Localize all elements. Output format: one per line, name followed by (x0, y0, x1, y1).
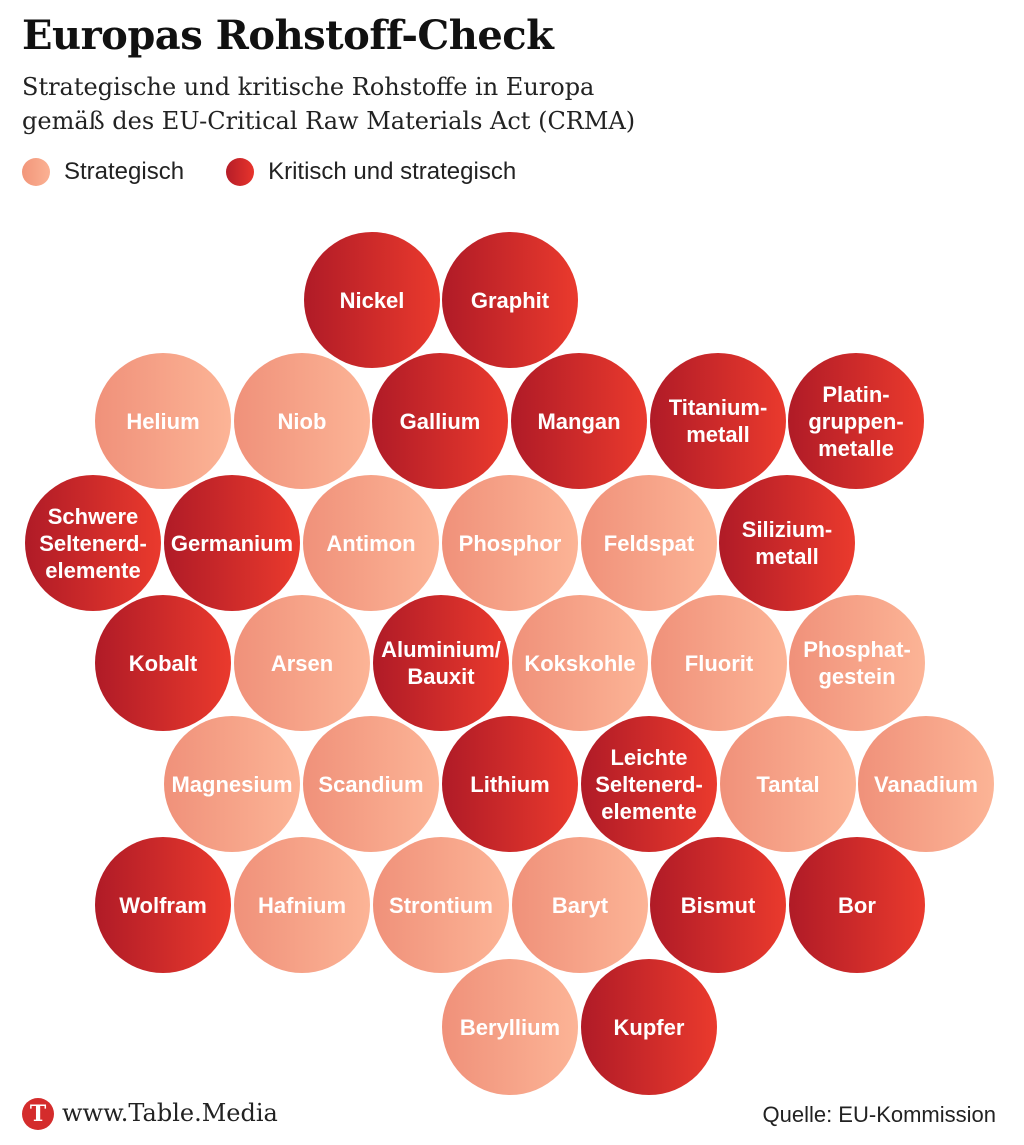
legend-swatch-critical (226, 158, 255, 186)
material-label: Strontium (389, 892, 493, 918)
material-label: Platin- gruppen- metalle (808, 381, 904, 461)
subtitle-line-2: gemäß des EU-Critical Raw Materials Act … (22, 107, 636, 135)
legend-item-strategic: Strategisch (22, 158, 184, 186)
material-label: Vanadium (874, 771, 978, 797)
material-bubble-antimon: Antimon (303, 475, 439, 611)
material-bubble-bismut: Bismut (650, 837, 786, 973)
material-label: Tantal (756, 771, 820, 797)
legend-label-strategic: Strategisch (64, 158, 185, 185)
material-bubble-beryllium: Beryllium (442, 959, 578, 1095)
material-label: Kokskohle (524, 650, 636, 676)
material-bubble-helium: Helium (95, 353, 231, 489)
material-label: Scandium (318, 771, 424, 797)
material-bubble-leichte-seltenerd-elemente: Leichte Seltenerd- elemente (581, 716, 717, 852)
material-bubble-phosphat-gestein: Phosphat- gestein (789, 595, 925, 731)
material-bubble-scandium: Scandium (303, 716, 439, 852)
material-bubble-phosphor: Phosphor (442, 475, 578, 611)
material-label: Kupfer (613, 1014, 685, 1040)
material-label: Beryllium (459, 1014, 561, 1040)
material-bubble-titanium-metall: Titanium- metall (650, 353, 786, 489)
material-label: Phosphor (458, 530, 562, 556)
material-label: Graphit (470, 287, 550, 313)
material-label: Leichte Seltenerd- elemente (595, 744, 703, 824)
legend-label-critical: Kritisch und strategisch (268, 158, 517, 185)
material-label: Magnesium (171, 771, 293, 797)
material-bubble-gallium: Gallium (372, 353, 508, 489)
material-label: Bismut (680, 892, 756, 918)
material-label: Baryt (551, 892, 609, 918)
legend-item-critical: Kritisch und strategisch (226, 158, 516, 186)
subtitle: Strategische und kritische Rohstoffe in … (22, 70, 1002, 138)
material-bubble-hafnium: Hafnium (234, 837, 370, 973)
footer-url: www.Table.Media (62, 1099, 278, 1127)
footer-source: Quelle: EU-Kommission (762, 1102, 996, 1127)
material-label: Lithium (470, 771, 550, 797)
subtitle-line-1: Strategische und kritische Rohstoffe in … (22, 73, 595, 101)
material-bubble-silizium-metall: Silizium- metall (719, 475, 855, 611)
material-label: Bor (838, 892, 876, 918)
material-bubble-tantal: Tantal (720, 716, 856, 852)
material-label: Titanium- metall (668, 395, 768, 447)
material-bubble-niob: Niob (234, 353, 370, 489)
material-bubble-vanadium: Vanadium (858, 716, 994, 852)
material-label: Silizium- metall (741, 517, 833, 569)
material-label: Nickel (339, 287, 405, 313)
material-bubble-graphit: Graphit (442, 232, 578, 368)
material-label: Phosphat- gestein (803, 637, 911, 689)
legend-swatch-strategic (22, 158, 50, 186)
material-bubble-kokskohle: Kokskohle (512, 595, 648, 731)
material-label: Antimon (326, 530, 416, 556)
material-label: Mangan (537, 408, 621, 434)
material-label: Feldspat (603, 530, 695, 556)
material-label: Schwere Seltenerd- elemente (39, 503, 147, 583)
material-bubble-germanium: Germanium (164, 475, 300, 611)
material-label: Gallium (399, 408, 481, 434)
material-label: Wolfram (119, 892, 207, 918)
material-bubble-feldspat: Feldspat (581, 475, 717, 611)
material-bubble-bor: Bor (789, 837, 925, 973)
material-label: Kobalt (128, 650, 198, 676)
page-title: Europas Rohstoff-Check (22, 12, 554, 59)
material-bubble-platin-gruppen-metalle: Platin- gruppen- metalle (788, 353, 924, 489)
material-bubble-kobalt: Kobalt (95, 595, 231, 731)
material-bubble-magnesium: Magnesium (164, 716, 300, 852)
material-label: Niob (277, 408, 327, 434)
material-label: Arsen (270, 650, 334, 676)
material-bubble-mangan: Mangan (511, 353, 647, 489)
material-bubble-baryt: Baryt (512, 837, 648, 973)
legend: Strategisch Kritisch und strategisch (22, 158, 558, 186)
material-bubble-kupfer: Kupfer (581, 959, 717, 1095)
material-bubble-aluminium-bauxit: Aluminium/ Bauxit (373, 595, 509, 731)
material-bubble-nickel: Nickel (304, 232, 440, 368)
material-bubble-strontium: Strontium (373, 837, 509, 973)
material-bubble-fluorit: Fluorit (651, 595, 787, 731)
material-bubble-lithium: Lithium (442, 716, 578, 852)
material-bubble-schwere-seltenerd-elemente: Schwere Seltenerd- elemente (25, 475, 161, 611)
material-bubble-arsen: Arsen (234, 595, 370, 731)
material-label: Germanium (170, 530, 294, 556)
material-label: Aluminium/ Bauxit (381, 637, 501, 689)
table-media-logo: T (22, 1098, 54, 1130)
material-bubble-wolfram: Wolfram (95, 837, 231, 973)
material-label: Fluorit (684, 650, 754, 676)
material-label: Helium (126, 408, 200, 434)
material-label: Hafnium (258, 892, 346, 918)
